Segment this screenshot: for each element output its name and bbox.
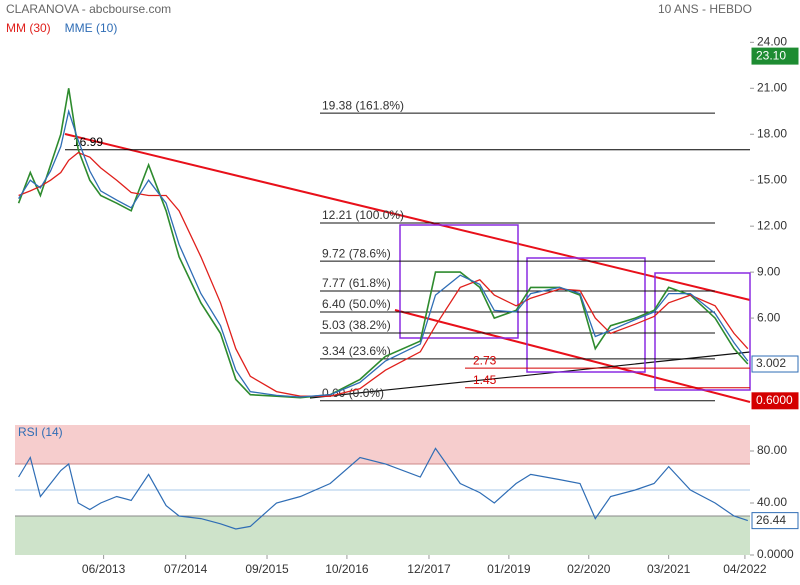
- chart-subtitle: 10 ANS - HEBDO: [658, 2, 752, 16]
- x-tick-label: 06/2013: [82, 562, 126, 576]
- y-tick-label: 18.00: [757, 126, 787, 140]
- level-label: 1.45: [473, 373, 497, 387]
- fib-label: 5.03 (38.2%): [322, 318, 391, 332]
- overbought-zone: [15, 425, 750, 464]
- moving-average: [18, 108, 749, 398]
- price-marker: [751, 47, 799, 65]
- oversold-zone: [15, 516, 750, 555]
- fib-label: 6.40 (50.0%): [322, 297, 391, 311]
- fib-label: 12.21 (100.0%): [322, 208, 404, 222]
- moving-average: [18, 151, 749, 397]
- x-tick-label: 09/2015: [245, 562, 289, 576]
- range-box: [399, 224, 519, 339]
- chart-title: CLARANOVA - abcbourse.com: [6, 2, 171, 16]
- range-box: [654, 272, 751, 391]
- y-tick-label: 0.0000: [757, 547, 794, 561]
- y-tick-label: 21.00: [757, 80, 787, 94]
- price-marker: [751, 392, 799, 410]
- x-tick-label: 12/2017: [407, 562, 451, 576]
- y-tick-label: 9.00: [757, 264, 781, 278]
- y-tick-label: 40.00: [757, 495, 787, 509]
- x-tick-label: 02/2020: [567, 562, 611, 576]
- price-marker-label: 3.002: [756, 356, 786, 370]
- legend-entry: MM (30): [6, 21, 51, 35]
- fib-label: 0.60 (0.0%): [322, 386, 384, 400]
- fib-label: 3.34 (23.6%): [322, 344, 391, 358]
- x-tick-label: 10/2016: [325, 562, 369, 576]
- rsi-line: [18, 447, 748, 530]
- rsi-marker: [751, 512, 799, 530]
- fib-label: 19.38 (161.8%): [322, 98, 404, 112]
- x-tick-label: 03/2021: [647, 562, 691, 576]
- y-tick-label: 6.00: [757, 310, 781, 324]
- x-tick-label: 01/2019: [487, 562, 531, 576]
- trend-line: [394, 309, 751, 403]
- price-marker-label: 0.6000: [756, 393, 793, 407]
- price-marker-label: 23.10: [756, 48, 786, 62]
- y-tick-label: 15.00: [757, 172, 787, 186]
- trend-line: [309, 351, 751, 399]
- level-label: 2.73: [473, 353, 497, 367]
- x-tick-label: 04/2022: [723, 562, 767, 576]
- fib-label: 9.72 (78.6%): [322, 246, 391, 260]
- annotations: [64, 133, 751, 403]
- y-tick-label: 80.00: [757, 443, 787, 457]
- price-marker: [751, 355, 799, 373]
- rsi-label: RSI (14): [18, 425, 63, 439]
- y-tick-label: 12.00: [757, 218, 787, 232]
- rsi-marker-label: 26.44: [756, 513, 786, 527]
- trend-line: [64, 133, 751, 301]
- legend-entry: MME (10): [65, 21, 118, 35]
- fib-label: 7.77 (61.8%): [322, 276, 391, 290]
- y-tick-label: 24.00: [757, 34, 787, 48]
- x-tick-label: 07/2014: [164, 562, 208, 576]
